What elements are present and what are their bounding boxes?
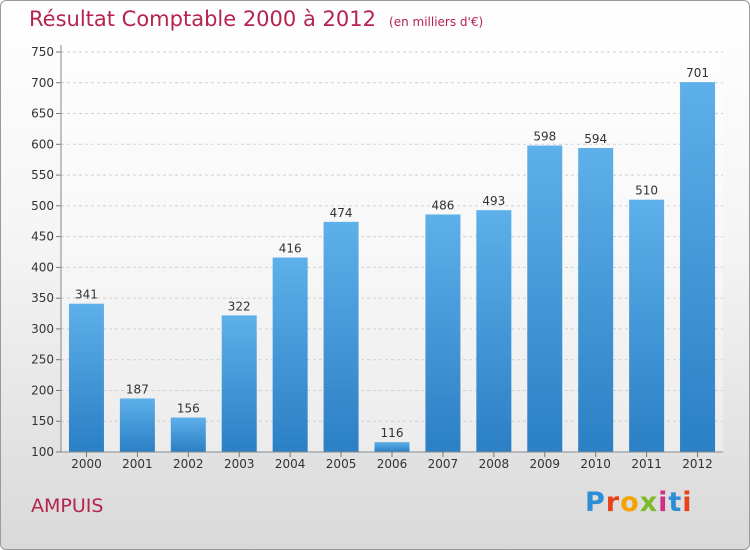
y-tick-label: 650 [31, 107, 54, 121]
bar-value-label: 474 [330, 206, 353, 220]
bar-value-label: 510 [635, 184, 658, 198]
bar [170, 417, 206, 452]
bar-value-label: 598 [533, 130, 556, 144]
bar-value-label: 486 [431, 198, 454, 212]
x-tick-label: 2001 [122, 457, 153, 471]
bar-value-label: 116 [381, 426, 404, 440]
bar-value-label: 701 [686, 66, 709, 80]
y-tick-label: 250 [31, 353, 54, 367]
y-tick-label: 100 [31, 445, 54, 459]
x-tick-label: 2007 [428, 457, 459, 471]
x-tick-label: 2008 [479, 457, 510, 471]
bar-value-label: 156 [177, 402, 200, 416]
bar [680, 82, 716, 453]
x-tick-label: 2011 [631, 457, 662, 471]
logo-letter: i [682, 487, 693, 518]
bar [272, 257, 308, 452]
x-tick-label: 2004 [275, 457, 306, 471]
bar [578, 148, 614, 452]
bar [527, 145, 563, 453]
bar [221, 315, 257, 452]
y-tick-label: 300 [31, 322, 54, 336]
bar [323, 221, 359, 452]
bar-value-label: 187 [126, 382, 149, 396]
bar-value-label: 493 [482, 194, 505, 208]
bar [68, 303, 104, 452]
y-tick-label: 700 [31, 76, 54, 90]
x-tick-label: 2005 [326, 457, 357, 471]
logo-letter: P [585, 487, 606, 518]
bar-value-label: 594 [584, 132, 607, 146]
logo-letter: i [658, 487, 669, 518]
proxiti-logo: Proxiti [585, 487, 693, 518]
x-tick-label: 2002 [173, 457, 204, 471]
bar-value-label: 416 [279, 242, 302, 256]
bar [476, 210, 512, 452]
y-tick-label: 750 [31, 45, 54, 59]
commune-name: AMPUIS [31, 495, 104, 517]
chart-unit-text: (en milliers d'€) [389, 15, 484, 29]
bar [425, 214, 461, 452]
bar [119, 398, 155, 452]
y-tick-label: 200 [31, 383, 54, 397]
x-tick-label: 2003 [224, 457, 255, 471]
y-tick-label: 600 [31, 137, 54, 151]
x-tick-label: 2012 [682, 457, 713, 471]
x-tick-label: 2010 [580, 457, 611, 471]
y-tick-label: 500 [31, 199, 54, 213]
y-tick-label: 450 [31, 230, 54, 244]
chart-title: Résultat Comptable 2000 à 2012 (en milli… [29, 7, 483, 31]
y-tick-label: 350 [31, 291, 54, 305]
bar [629, 199, 665, 452]
x-tick-label: 2000 [71, 457, 102, 471]
logo-letter: t [668, 487, 683, 518]
chart-title-text: Résultat Comptable 2000 à 2012 [29, 7, 376, 31]
bar-value-label: 322 [228, 299, 251, 313]
y-tick-label: 400 [31, 260, 54, 274]
y-tick-label: 150 [31, 414, 54, 428]
bar [374, 442, 410, 452]
logo-letter: x [639, 487, 659, 518]
y-tick-label: 550 [31, 168, 54, 182]
x-tick-label: 2006 [377, 457, 408, 471]
bar-value-label: 341 [75, 288, 98, 302]
x-tick-label: 2009 [529, 457, 560, 471]
logo-letter: r [605, 487, 621, 518]
logo-letter: o [620, 487, 640, 518]
